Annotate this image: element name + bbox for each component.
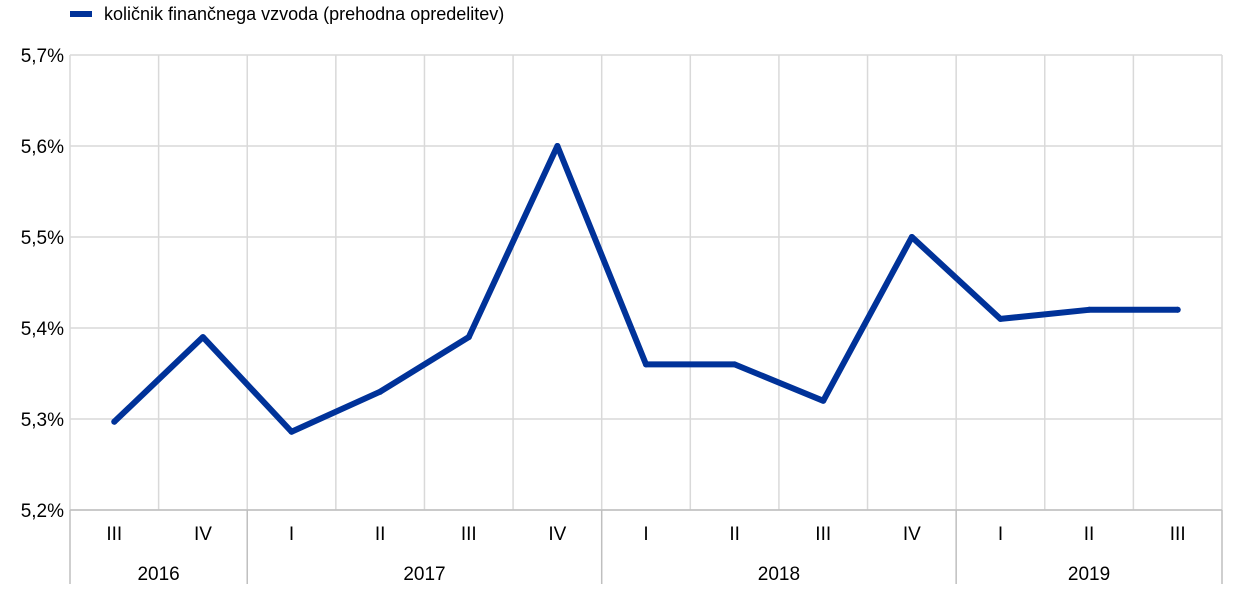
data-point <box>908 234 915 240</box>
x-tick-label: II <box>375 524 386 545</box>
y-tick-label: 5,2% <box>21 501 64 522</box>
data-point <box>465 334 472 341</box>
y-tick-label: 5,5% <box>21 228 64 249</box>
series-line <box>111 143 1181 435</box>
x-tick-label: II <box>729 524 740 545</box>
data-point <box>111 418 118 425</box>
x-tick-label: II <box>1084 524 1095 545</box>
data-point <box>377 388 384 395</box>
x-tick-label: III <box>106 524 122 545</box>
y-tick-label: 5,6% <box>21 137 64 158</box>
y-tick-label: 5,3% <box>21 410 64 431</box>
x-tick-label: III <box>461 524 477 545</box>
x-tick-label: III <box>815 524 831 545</box>
data-point <box>554 143 561 149</box>
x-tick-label: I <box>289 524 294 545</box>
y-tick-label: 5,4% <box>21 319 64 340</box>
chart-legend: količnik finančnega vzvoda (prehodna opr… <box>70 2 504 26</box>
data-point <box>1174 306 1181 313</box>
data-point <box>199 334 206 341</box>
data-point <box>820 397 827 404</box>
x-tick-label: III <box>1170 524 1186 545</box>
x-group-label: 2018 <box>758 564 800 585</box>
x-tick-label: I <box>998 524 1003 545</box>
data-point <box>1086 306 1093 313</box>
x-tick-label: I <box>643 524 648 545</box>
x-group-label: 2016 <box>137 564 179 585</box>
x-tick-label: IV <box>548 524 566 545</box>
legend-swatch <box>70 11 92 17</box>
data-point <box>731 361 738 368</box>
x-group-label: 2017 <box>403 564 445 585</box>
data-point <box>643 361 649 368</box>
y-tick-label: 5,7% <box>21 46 64 67</box>
data-point <box>997 315 1004 322</box>
x-group-label: 2019 <box>1068 564 1110 585</box>
x-tick-label: IV <box>903 524 921 545</box>
legend-label: količnik finančnega vzvoda (prehodna opr… <box>104 3 505 24</box>
x-tick-label: IV <box>194 524 212 545</box>
data-point <box>288 428 295 435</box>
